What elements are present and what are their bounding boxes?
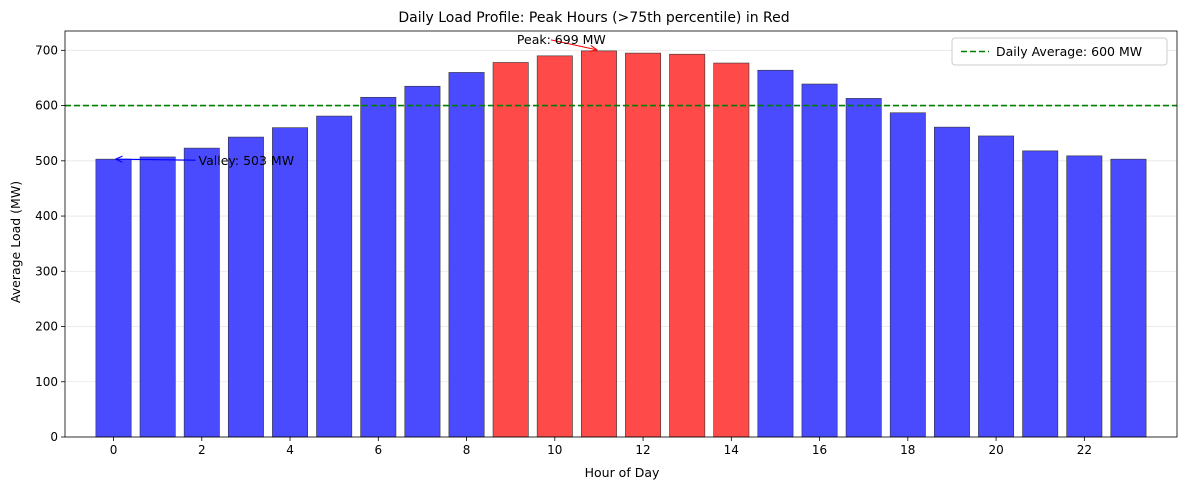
bar	[272, 127, 308, 438]
chart-title: Daily Load Profile: Peak Hours (>75th pe…	[398, 10, 789, 26]
x-tick-label: 2	[198, 443, 206, 457]
y-tick-label: 400	[35, 209, 58, 223]
legend: Daily Average: 600 MW	[951, 37, 1168, 66]
bar	[183, 147, 220, 438]
x-tick-label: 18	[900, 443, 915, 457]
x-tick-label: 0	[110, 443, 118, 457]
bar	[360, 96, 397, 438]
bar-peak	[580, 50, 617, 438]
peak-arrow	[550, 39, 597, 50]
valley-annotation: Valley: 503 MW	[199, 153, 295, 168]
legend-label-average: Daily Average: 600 MW	[996, 44, 1142, 59]
x-tick-label: 8	[463, 443, 471, 457]
bar	[801, 83, 838, 438]
peak-annotation: Peak: 699 MW	[517, 32, 606, 47]
bar	[95, 158, 132, 438]
bar	[978, 135, 1015, 438]
bar	[139, 156, 176, 438]
bar-peak	[625, 52, 662, 438]
bar	[227, 136, 264, 438]
y-tick-label: 200	[35, 320, 58, 334]
valley-arrow	[116, 159, 196, 160]
bar-peak	[713, 62, 750, 438]
bar	[1110, 158, 1147, 438]
x-tick-label: 20	[988, 443, 1003, 457]
bar-peak	[492, 62, 529, 438]
x-tick-label: 16	[812, 443, 827, 457]
y-tick-label: 300	[35, 264, 58, 278]
y-tick-label: 500	[35, 154, 58, 168]
bar	[889, 112, 926, 438]
bar	[757, 69, 794, 438]
axes-frame	[64, 30, 1178, 438]
bar	[1022, 150, 1059, 438]
x-tick-label: 10	[547, 443, 562, 457]
bar-peak	[669, 53, 706, 438]
y-tick-label: 100	[35, 375, 58, 389]
bar	[316, 115, 353, 438]
x-axis-label: Hour of Day	[585, 465, 660, 480]
y-tick-label: 700	[35, 43, 58, 57]
y-tick-label: 0	[50, 430, 58, 444]
x-tick-label: 14	[724, 443, 739, 457]
bar	[1066, 155, 1103, 438]
y-tick-label: 600	[35, 99, 58, 113]
bar	[448, 72, 485, 438]
bar	[404, 85, 441, 438]
x-tick-label: 4	[286, 443, 294, 457]
x-tick-label: 12	[635, 443, 650, 457]
x-tick-label: 6	[374, 443, 382, 457]
bar	[845, 98, 882, 438]
plot-area: 0 100 200 300 400 500 600 700 0 2 4 6 8 10 12 14 16 18 20 2…	[35, 30, 1178, 457]
bar	[934, 126, 970, 438]
legend-box	[951, 37, 1168, 66]
bar-peak	[536, 55, 573, 438]
y-axis-label: Average Load (MW)	[8, 181, 23, 303]
x-tick-label: 22	[1077, 443, 1092, 457]
